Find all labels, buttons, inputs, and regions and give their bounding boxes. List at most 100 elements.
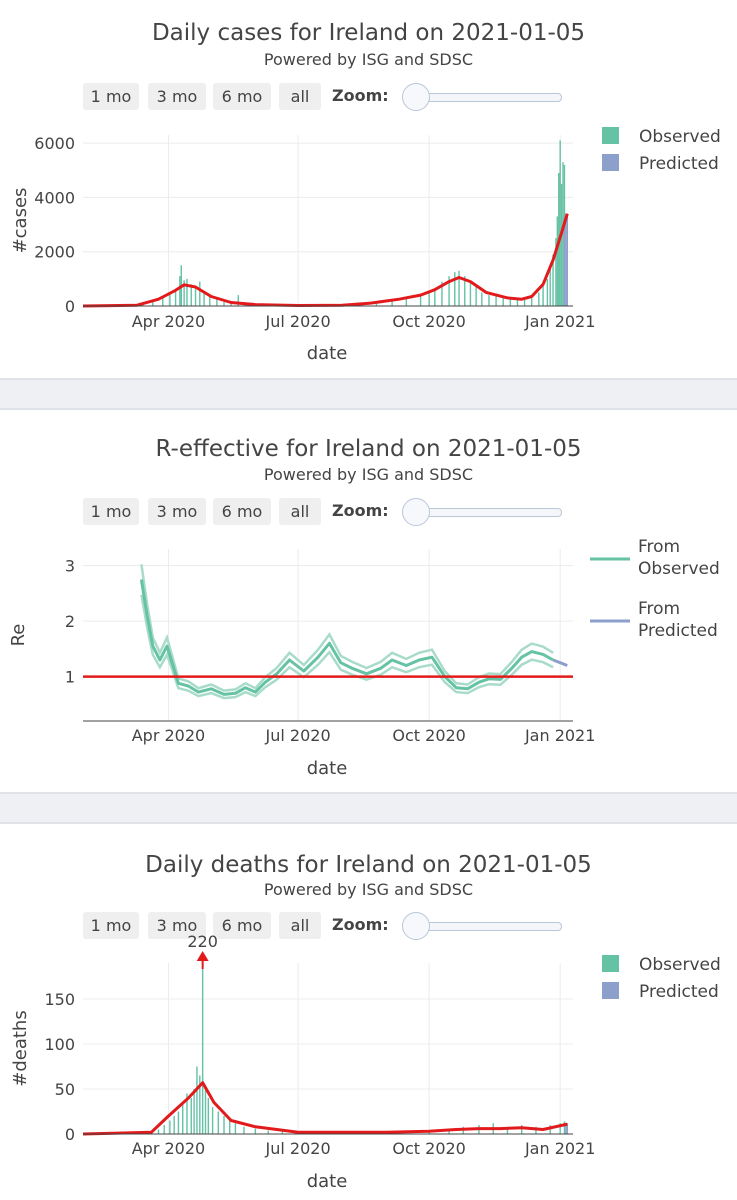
chart-subtitle: Powered by ISG and SDSC (263, 50, 474, 69)
range-3mo-button[interactable]: 3 mo (148, 912, 206, 939)
observed-bar (506, 1126, 509, 1134)
observed-bar (549, 1125, 551, 1134)
observed-bar (428, 292, 430, 306)
x-tick-label: Apr 2020 (132, 1139, 205, 1158)
reff-chart: 1 2 3 Apr 2020 Jul 2020 Oct 2020 Jan 2021 date R… (8, 537, 720, 779)
panel-separator (0, 792, 737, 824)
legend-label-line1: From (638, 599, 680, 619)
observed-bar (559, 140, 561, 306)
range-all-button[interactable]: all (279, 912, 321, 939)
observed-bar (549, 265, 551, 306)
zoom-slider-knob[interactable] (402, 83, 430, 111)
observed-bar (157, 1129, 160, 1134)
range-1mo-button[interactable]: 1 mo (83, 83, 139, 110)
range-1mo-button[interactable]: 1 mo (83, 498, 139, 525)
range-6mo-button[interactable]: 6 mo (213, 83, 271, 110)
x-tick-label: Jan 2021 (524, 1139, 595, 1158)
range-1mo-button[interactable]: 1 mo (83, 912, 139, 939)
observed-bar (488, 295, 490, 306)
observed-bar (169, 1120, 171, 1134)
range-3mo-button[interactable]: 3 mo (148, 83, 206, 110)
panel-separator (0, 378, 737, 410)
y-tick-label: 0 (65, 1125, 75, 1144)
observed-bar (495, 296, 497, 306)
chart-subtitle: Powered by ISG and SDSC (263, 465, 474, 484)
observed-bar (538, 292, 540, 306)
observed-bar (448, 1129, 450, 1134)
observed-bar (217, 1111, 220, 1134)
observed-bar (209, 296, 211, 306)
zoom-slider-track[interactable] (412, 93, 562, 102)
x-tick-label: Oct 2020 (392, 312, 465, 331)
observed-bar (201, 963, 204, 1134)
observed-bar (183, 280, 185, 306)
observed-bar (521, 1125, 523, 1134)
re-predicted-line (552, 658, 568, 667)
chart-title: R-effective for Ireland on 2021-01-05 (155, 436, 582, 462)
range-6mo-button[interactable]: 6 mo (213, 912, 271, 939)
observed-bar (234, 1123, 237, 1134)
observed-bar (562, 162, 564, 306)
observed-bar (405, 299, 408, 306)
observed-bar (448, 276, 450, 306)
chart-panel-deaths: Daily deaths for Ireland on 2021-01-05 P… (0, 824, 737, 1200)
zoom-slider-knob[interactable] (402, 498, 430, 526)
zoom-slider-knob[interactable] (402, 912, 430, 940)
y-tick-label: 3 (65, 557, 75, 576)
y-tick-label: 0 (65, 297, 75, 316)
observed-bar (194, 288, 197, 306)
x-axis-title: date (307, 1171, 348, 1192)
observed-bar (391, 300, 393, 306)
range-3mo-button[interactable]: 3 mo (148, 498, 206, 525)
observed-bar (267, 1130, 269, 1134)
range-all-button[interactable]: all (279, 498, 321, 525)
legend-swatch-predicted (602, 982, 619, 999)
predicted-bar (566, 1123, 569, 1134)
observed-bar (441, 281, 443, 306)
observed-bar (464, 276, 466, 306)
chart-panel-reff: R-effective for Ireland on 2021-01-05 Po… (0, 410, 737, 792)
predicted-bar (565, 213, 567, 306)
zoom-slider-track[interactable] (412, 922, 562, 931)
chart-title: Daily cases for Ireland on 2021-01-05 (151, 20, 586, 46)
legend-label: Observed (639, 955, 721, 975)
range-6mo-button[interactable]: 6 mo (213, 498, 271, 525)
y-tick-label: 50 (55, 1080, 75, 1099)
zoom-label: Zoom: (332, 501, 389, 520)
annotation-arrow-head (196, 951, 209, 961)
chart-panel-cases: Daily cases for Ireland on 2021-01-05 Po… (0, 0, 737, 378)
observed-bar (516, 299, 519, 306)
observed-bar (502, 297, 504, 306)
observed-bar (204, 1089, 207, 1134)
observed-bar (190, 284, 192, 306)
observed-bar (229, 1120, 231, 1134)
x-tick-label: Jul 2020 (265, 726, 331, 745)
legend-swatch-observed (602, 955, 619, 972)
observed-bar (216, 299, 218, 306)
predicted-bar (565, 1123, 567, 1134)
legend-label-line2: Observed (638, 559, 720, 579)
observed-bar (203, 292, 205, 306)
zoom-slider-track[interactable] (412, 508, 562, 517)
observed-bar (434, 289, 436, 306)
observed-bar (243, 1126, 245, 1134)
re-upper-bound-line (140, 564, 554, 692)
x-tick-label: Jan 2021 (524, 312, 595, 331)
x-tick-label: Jul 2020 (265, 1139, 331, 1158)
observed-bar (196, 1066, 198, 1134)
observed-bar (469, 281, 472, 306)
x-tick-label: Jan 2021 (524, 726, 595, 745)
observed-bar (509, 299, 512, 306)
observed-bar (375, 301, 378, 306)
fit-line (82, 1081, 568, 1136)
legend-label-line2: Predicted (638, 621, 718, 641)
y-tick-label: 150 (44, 990, 75, 1009)
observed-bar (481, 292, 483, 306)
y-axis-title: #deaths (10, 1010, 31, 1086)
legend-label-line1: From (638, 537, 680, 557)
x-axis-title: date (307, 343, 348, 364)
observed-bar (179, 276, 181, 306)
observed-bar (419, 296, 422, 306)
range-all-button[interactable]: all (279, 83, 321, 110)
legend-label: Observed (639, 127, 721, 147)
